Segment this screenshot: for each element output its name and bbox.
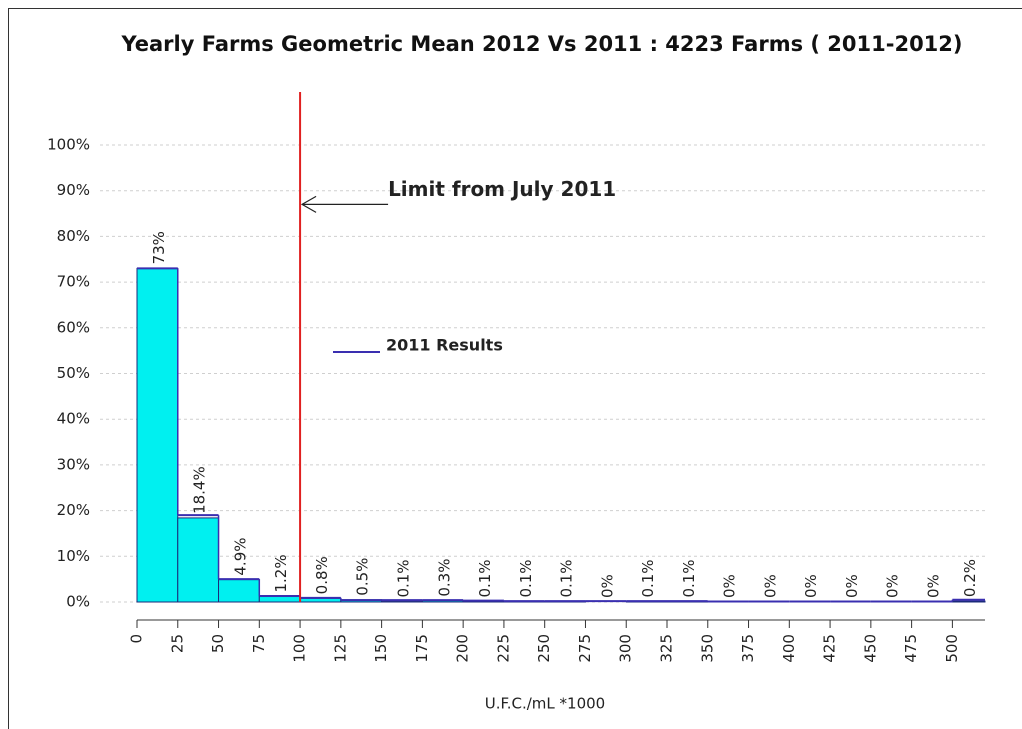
data-label: 0% bbox=[598, 574, 616, 598]
x-tick-label: 450 bbox=[861, 634, 879, 663]
x-axis-label: U.F.C./mL *1000 bbox=[485, 695, 605, 713]
bar bbox=[177, 517, 220, 603]
x-tick-label: 0 bbox=[128, 634, 146, 644]
x-tick-label: 325 bbox=[658, 634, 676, 663]
chart-title: Yearly Farms Geometric Mean 2012 Vs 2011… bbox=[120, 32, 962, 56]
x-tick-label: 475 bbox=[902, 634, 920, 663]
data-label: 0% bbox=[721, 574, 739, 598]
data-label: 0% bbox=[925, 574, 943, 598]
x-tick-label: 125 bbox=[331, 634, 349, 663]
data-label: 0.1% bbox=[558, 559, 576, 597]
frame bbox=[8, 8, 1022, 729]
data-label: 0.1% bbox=[395, 559, 413, 597]
data-label: 0.5% bbox=[354, 558, 372, 596]
y-tick-label: 80% bbox=[57, 227, 90, 245]
y-tick-label: 10% bbox=[57, 547, 90, 565]
x-tick-label: 350 bbox=[698, 634, 716, 663]
data-label: 0% bbox=[843, 574, 861, 598]
data-label: 0.1% bbox=[639, 559, 657, 597]
bar bbox=[299, 597, 342, 603]
y-tick-label: 90% bbox=[57, 181, 90, 199]
x-tick-label: 25 bbox=[168, 634, 186, 653]
data-label: 73% bbox=[150, 231, 168, 264]
x-tick-label: 250 bbox=[535, 634, 553, 663]
y-tick-label: 0% bbox=[66, 593, 90, 611]
bar bbox=[258, 596, 301, 603]
x-tick-label: 300 bbox=[617, 634, 635, 663]
x-tick-label: 50 bbox=[209, 634, 227, 653]
x-tick-label: 100 bbox=[291, 634, 309, 663]
y-tick-label: 30% bbox=[57, 455, 90, 473]
x-tick-label: 500 bbox=[943, 634, 961, 663]
x-tick-label: 175 bbox=[413, 634, 431, 663]
y-tick-label: 70% bbox=[57, 273, 90, 291]
data-label: 18.4% bbox=[191, 466, 209, 514]
data-label: 0% bbox=[761, 574, 779, 598]
bar bbox=[951, 600, 986, 603]
x-tick-label: 400 bbox=[780, 634, 798, 663]
data-label: 0% bbox=[802, 574, 820, 598]
x-tick-label: 200 bbox=[454, 634, 472, 663]
data-label: 0.1% bbox=[517, 559, 535, 597]
bar bbox=[218, 579, 260, 603]
data-label: 0.1% bbox=[680, 559, 698, 597]
y-tick-label: 20% bbox=[57, 501, 90, 519]
data-label: 0.3% bbox=[435, 559, 453, 597]
legend-label: 2011 Results bbox=[386, 336, 503, 355]
y-tick-label: 40% bbox=[57, 410, 90, 428]
data-label: 0.8% bbox=[313, 556, 331, 594]
data-label: 1.2% bbox=[272, 554, 290, 592]
x-tick-label: 225 bbox=[494, 634, 512, 663]
data-label: 4.9% bbox=[231, 537, 249, 575]
data-label: 0% bbox=[884, 574, 902, 598]
y-tick-label: 100% bbox=[47, 136, 90, 154]
arrow-head bbox=[300, 195, 317, 213]
x-tick-label: 375 bbox=[739, 634, 757, 663]
data-label: 0.2% bbox=[961, 559, 979, 597]
x-tick-label: 275 bbox=[576, 634, 594, 663]
x-tick-label: 150 bbox=[372, 634, 390, 663]
y-tick-label: 50% bbox=[57, 364, 90, 382]
annotation: Limit from July 2011 bbox=[388, 177, 616, 201]
x-tick-label: 75 bbox=[250, 634, 268, 653]
data-label: 0.1% bbox=[476, 559, 494, 597]
bar bbox=[136, 267, 179, 603]
x-tick-label: 425 bbox=[821, 634, 839, 663]
y-tick-label: 60% bbox=[57, 318, 90, 336]
